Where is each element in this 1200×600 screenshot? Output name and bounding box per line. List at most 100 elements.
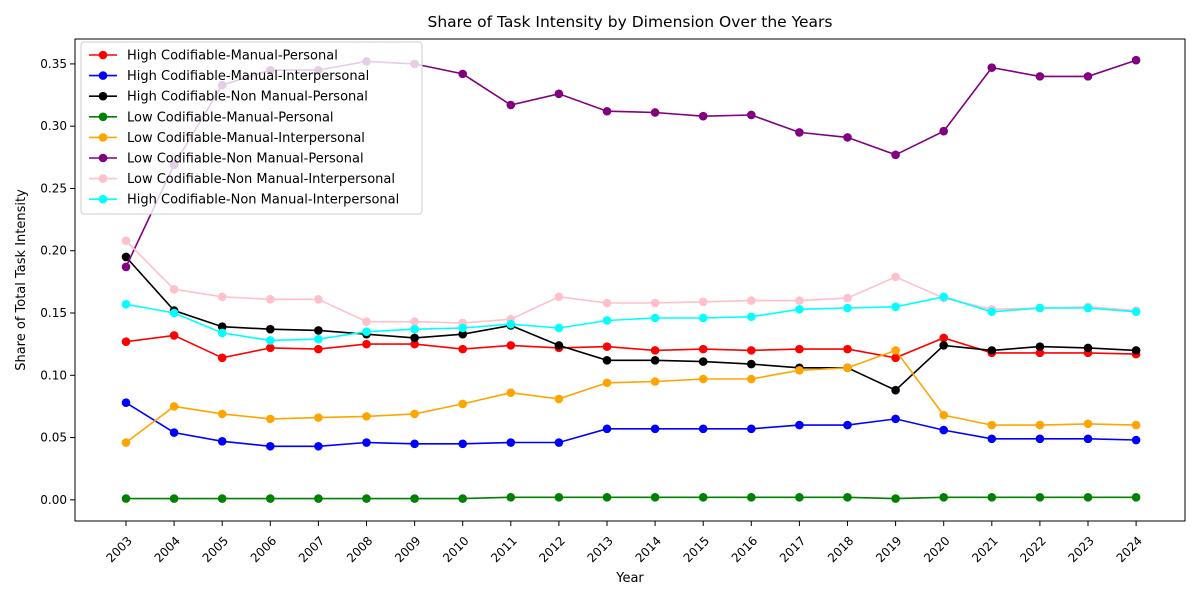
data-point xyxy=(795,420,804,430)
data-point xyxy=(410,324,419,334)
data-point xyxy=(217,292,227,302)
data-point xyxy=(506,438,516,447)
data-point xyxy=(698,493,708,502)
data-point xyxy=(650,346,660,355)
data-point xyxy=(891,385,900,395)
legend-label: High Codifiable-Manual-Personal xyxy=(127,49,338,64)
data-point xyxy=(410,333,419,343)
data-point xyxy=(554,341,564,350)
legend-box xyxy=(80,41,423,215)
series-layer xyxy=(121,55,1141,503)
data-point xyxy=(410,494,419,503)
data-point xyxy=(650,313,660,323)
data-point xyxy=(698,297,708,307)
data-point xyxy=(314,441,323,451)
series-group xyxy=(121,398,1141,451)
data-point xyxy=(650,108,660,117)
legend-marker xyxy=(98,194,108,204)
data-point xyxy=(458,494,468,503)
data-point xyxy=(169,308,179,318)
data-point xyxy=(987,434,997,444)
data-point xyxy=(1035,434,1045,444)
data-point xyxy=(554,394,564,404)
data-point xyxy=(169,428,179,437)
data-point xyxy=(458,323,468,333)
data-point xyxy=(314,295,323,304)
data-point xyxy=(747,359,756,369)
data-point xyxy=(121,252,131,262)
data-point xyxy=(217,409,227,419)
data-point xyxy=(314,494,323,503)
data-point xyxy=(362,412,371,421)
data-point xyxy=(891,302,900,312)
data-point xyxy=(410,339,419,349)
data-point xyxy=(987,420,997,430)
series-line xyxy=(125,349,1137,444)
data-point xyxy=(121,236,131,246)
chart-title: Share of Task Intensity by Dimension Ove… xyxy=(427,13,832,31)
data-point xyxy=(602,298,612,308)
data-point xyxy=(795,304,804,314)
legend-marker xyxy=(98,71,108,80)
data-point xyxy=(747,296,756,305)
data-point xyxy=(1131,493,1141,502)
data-point xyxy=(410,317,419,327)
data-point xyxy=(266,324,275,334)
data-point xyxy=(843,363,852,373)
data-point xyxy=(939,292,948,302)
data-point xyxy=(650,377,660,386)
data-point xyxy=(602,106,612,116)
data-point xyxy=(602,424,612,434)
data-point xyxy=(1083,493,1093,502)
series-line xyxy=(126,496,1137,500)
y-tick-label: 0.30 xyxy=(40,119,67,133)
data-point xyxy=(939,410,948,420)
data-point xyxy=(362,317,371,327)
data-point xyxy=(987,493,997,502)
data-point xyxy=(602,378,612,388)
data-point xyxy=(266,414,275,424)
data-point xyxy=(169,494,179,503)
data-point xyxy=(506,493,516,502)
series-line xyxy=(125,295,1137,342)
data-point xyxy=(121,494,131,503)
y-tick-label: 0.15 xyxy=(40,306,67,320)
data-point xyxy=(266,343,275,353)
legend-label: High Codifiable-Non Manual-Personal xyxy=(127,90,368,105)
data-point xyxy=(939,425,948,435)
data-point xyxy=(698,344,708,354)
data-point xyxy=(217,494,227,503)
data-point xyxy=(843,493,852,502)
data-point xyxy=(939,341,948,350)
data-point xyxy=(891,353,900,363)
data-point xyxy=(314,334,323,344)
data-point xyxy=(410,439,419,449)
data-point xyxy=(939,333,948,343)
data-point xyxy=(843,303,852,313)
data-point xyxy=(314,326,323,335)
data-point xyxy=(747,312,756,322)
legend-label: Low Codifiable-Manual-Personal xyxy=(127,110,334,125)
y-tick-label: 0.10 xyxy=(40,368,67,382)
data-point xyxy=(121,438,131,447)
data-point xyxy=(795,296,804,305)
data-point xyxy=(217,436,227,446)
data-point xyxy=(1131,307,1141,317)
y-tick-label: 0.35 xyxy=(40,57,67,71)
data-point xyxy=(939,126,948,136)
data-point xyxy=(121,398,131,407)
data-point xyxy=(362,327,371,336)
data-point xyxy=(987,346,997,355)
series-line xyxy=(125,334,1137,359)
y-axis: 0.00 0.05 0.10 0.15 0.20 0.25 0.30 0.35 xyxy=(40,57,75,507)
data-point xyxy=(698,111,708,121)
data-point xyxy=(1035,420,1045,430)
data-point xyxy=(314,413,323,422)
data-point xyxy=(121,299,131,309)
data-point xyxy=(506,388,516,398)
y-axis-title: Share of Total Task Intensity xyxy=(14,189,29,371)
data-point xyxy=(217,322,227,332)
data-point xyxy=(314,344,323,354)
data-point xyxy=(554,292,564,302)
